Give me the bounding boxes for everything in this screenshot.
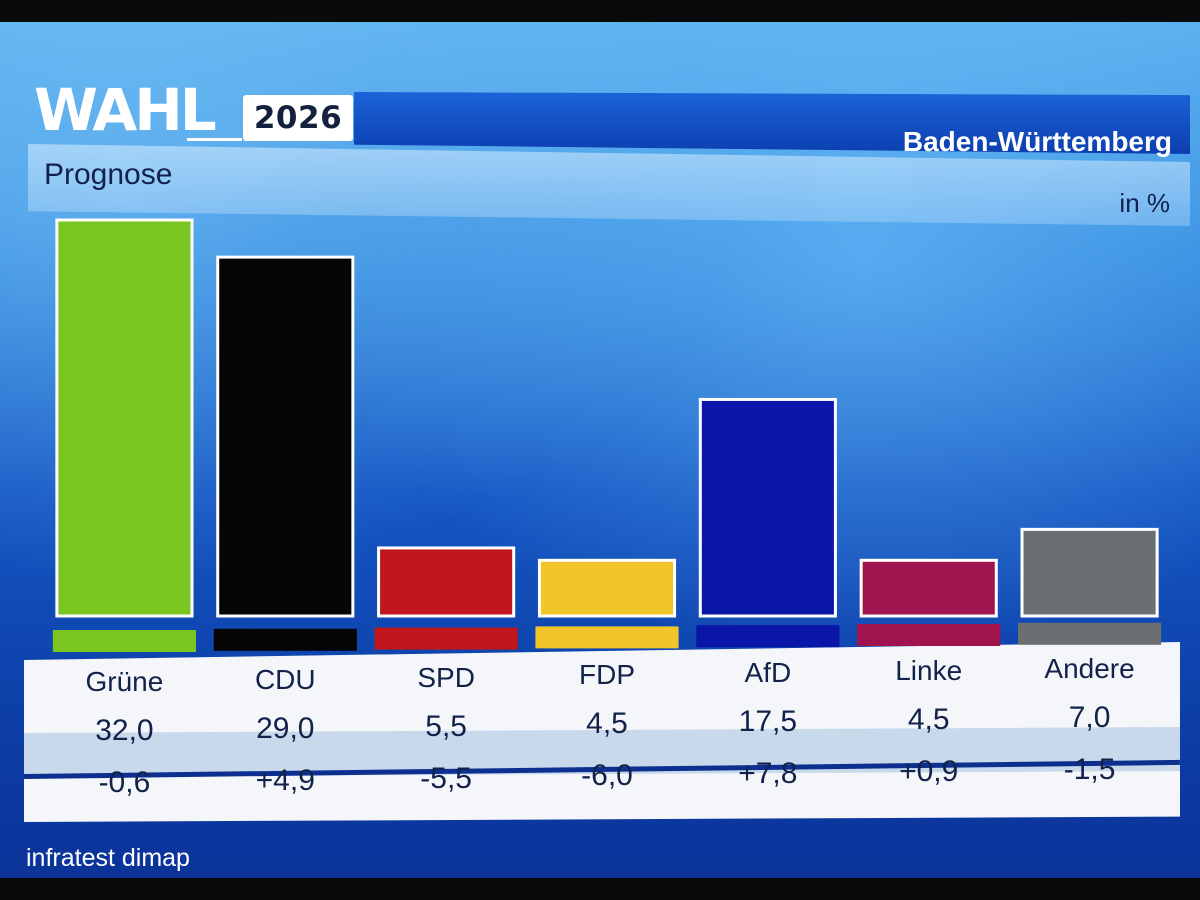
party-name-spd: SPD <box>417 661 475 693</box>
bar-andere <box>1020 527 1159 618</box>
bar-cdu <box>216 255 355 618</box>
party-name-linke: Linke <box>895 655 963 686</box>
party-change-linke: +0,9 <box>899 755 959 788</box>
year-label: 2026 <box>253 100 343 136</box>
party-name-cdu: CDU <box>254 663 316 695</box>
party-change-grüne: -0,6 <box>98 766 151 799</box>
party-name-grüne: Grüne <box>85 666 164 697</box>
wahl-logo-text: WAHL <box>34 76 216 144</box>
unit-label: in % <box>1119 188 1170 218</box>
legend-swatch-linke <box>857 624 1001 646</box>
legend-swatch-andere <box>1018 622 1162 645</box>
party-value-spd: 5,5 <box>425 709 467 743</box>
bar-grüne <box>55 218 194 618</box>
bar-fdp <box>537 558 677 618</box>
wahl-logo-underline <box>187 138 242 141</box>
legend-swatch-afd <box>696 625 840 648</box>
party-value-linke: 4,5 <box>907 703 950 736</box>
legend-swatch-cdu <box>213 628 357 651</box>
tv-screen: WAHL 2026 Baden-Württemberg Prognose in … <box>0 22 1200 878</box>
legend-swatch-fdp <box>535 626 679 649</box>
party-value-andere: 7,0 <box>1068 700 1111 734</box>
party-change-cdu: +4,9 <box>255 763 315 797</box>
party-value-cdu: 29,0 <box>256 711 315 745</box>
bar-chart <box>52 218 1162 652</box>
legend-swatch-spd <box>374 627 518 650</box>
wahl-logo: WAHL <box>34 76 242 144</box>
source-label: infratest dimap <box>26 844 190 872</box>
party-value-afd: 17,5 <box>738 705 798 739</box>
year-badge: 2026 <box>243 95 353 141</box>
party-name-fdp: FDP <box>579 659 635 691</box>
header-band <box>354 92 1190 154</box>
party-change-andere: -1,5 <box>1063 752 1116 786</box>
party-value-grüne: 32,0 <box>95 714 154 747</box>
region-label: Baden-Württemberg <box>902 126 1172 157</box>
bar-linke <box>859 558 998 618</box>
party-value-fdp: 4,5 <box>586 707 628 741</box>
party-change-spd: -5,5 <box>420 761 472 795</box>
legend-swatch-grüne <box>52 630 196 652</box>
chart-subtitle: Prognose <box>44 158 173 191</box>
party-change-afd: +7,8 <box>738 757 798 791</box>
bar-spd <box>377 546 516 618</box>
party-name-afd: AfD <box>744 657 792 689</box>
bar-afd <box>698 397 837 618</box>
party-name-andere: Andere <box>1044 652 1135 684</box>
party-change-fdp: -6,0 <box>581 759 633 793</box>
